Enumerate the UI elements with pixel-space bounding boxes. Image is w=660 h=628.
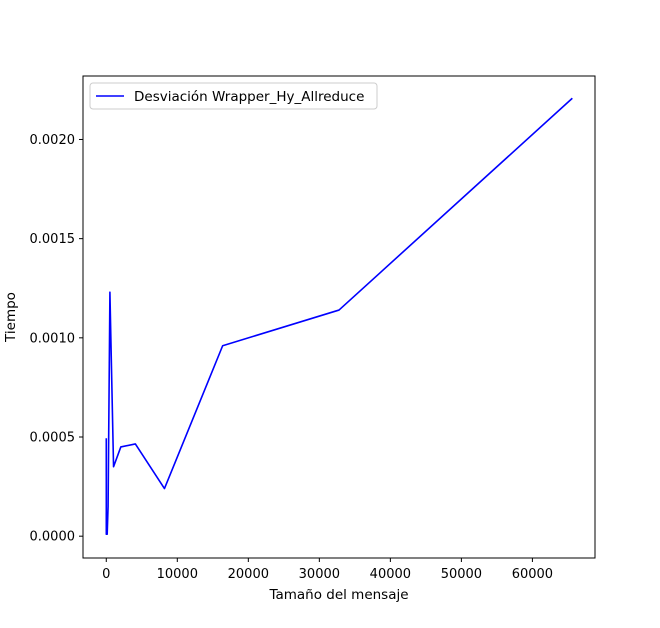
y-tick-label: 0.0015	[30, 232, 76, 247]
legend-label: Desviación Wrapper_Hy_Allreduce	[134, 89, 364, 105]
y-tick-label: 0.0005	[30, 431, 76, 446]
x-tick-label: 40000	[370, 567, 411, 582]
y-axis-label: Tiempo	[3, 292, 19, 343]
x-tick-label: 60000	[512, 567, 553, 582]
plot-area	[105, 97, 573, 536]
y-tick-label: 0.0000	[30, 530, 76, 545]
axes-frame	[82, 75, 596, 559]
legend-box	[89, 82, 378, 110]
y-tick-label: 0.0010	[30, 331, 76, 346]
x-tick-label: 20000	[228, 567, 269, 582]
x-tick-label: 10000	[157, 567, 198, 582]
y-axis: 0.0000 0.0005 0.0010 0.0015 0.0020	[30, 133, 83, 545]
legend: Desviación Wrapper_Hy_Allreduce	[89, 82, 378, 110]
x-axis-label: Tamaño del mensaje	[268, 587, 408, 603]
y-tick-label: 0.0020	[30, 133, 76, 148]
x-tick-label: 0	[102, 567, 110, 582]
series-line-0	[105, 97, 573, 536]
x-axis: 0 10000 20000 30000 40000 50000 60000	[102, 558, 553, 582]
x-tick-label: 30000	[299, 567, 340, 582]
x-tick-label: 50000	[441, 567, 482, 582]
